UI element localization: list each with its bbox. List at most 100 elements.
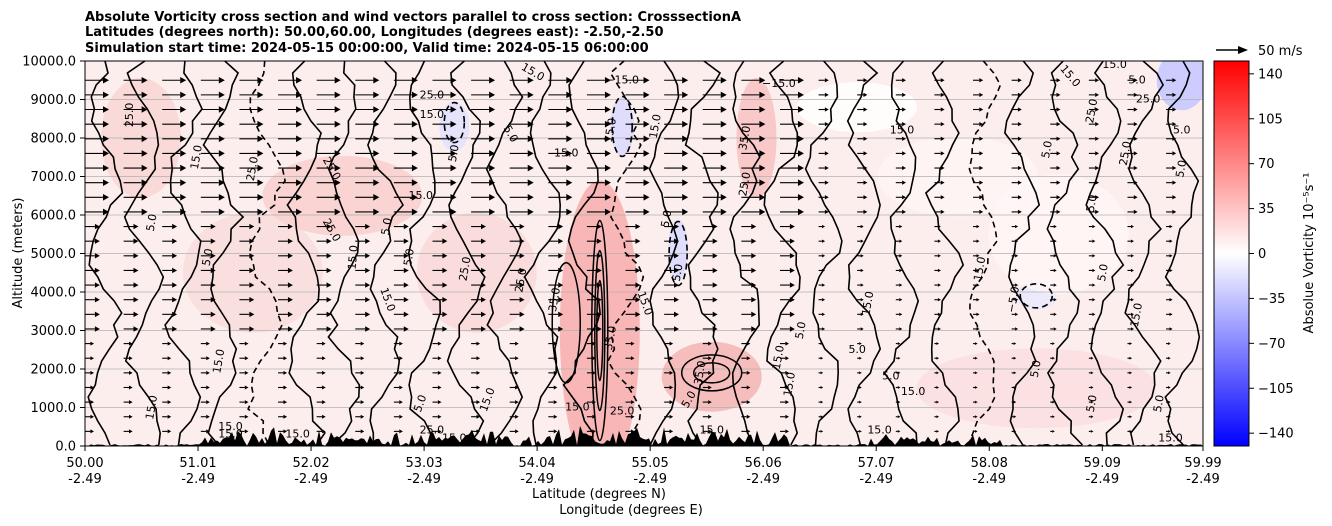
wind-vector-head	[411, 150, 418, 157]
wind-vector-head	[682, 150, 689, 157]
wind-vector	[818, 254, 826, 258]
wind-vector-head	[669, 414, 674, 419]
contour-label: 5.0	[1173, 159, 1189, 178]
wind-vector-head	[373, 91, 380, 99]
wind-vector-head	[1015, 254, 1019, 258]
wind-vector	[162, 106, 187, 113]
wind-vector	[432, 282, 448, 288]
wind-vector	[973, 136, 984, 141]
wind-vector-head	[824, 136, 829, 141]
wind-vector	[934, 429, 940, 433]
wind-vector-head	[708, 414, 712, 419]
wind-vector	[857, 415, 862, 419]
wind-vector	[85, 223, 100, 230]
wind-vector-head	[976, 268, 980, 273]
wind-vector-head	[643, 179, 650, 186]
wind-vector-head	[244, 370, 249, 375]
wind-vector	[895, 107, 906, 112]
wind-vector	[509, 208, 534, 216]
wind-vector-head	[940, 209, 945, 215]
wind-vector	[200, 223, 216, 230]
wind-vector-head	[1133, 180, 1138, 185]
wind-vector-head	[746, 356, 751, 361]
wind-vector	[471, 326, 486, 332]
wind-vector-head	[789, 223, 795, 230]
wind-vector-head	[1056, 151, 1061, 156]
wind-vector-head	[334, 76, 341, 84]
contour-label: 15.0	[699, 424, 724, 437]
wind-vector	[741, 120, 766, 128]
wind-vector-head	[476, 429, 481, 434]
wind-vector	[1166, 268, 1173, 273]
y-tick-label: 8000.0	[31, 132, 77, 147]
wind-vector-head	[720, 179, 727, 186]
wind-vector-head	[489, 179, 496, 186]
wind-vector-head	[1095, 107, 1100, 112]
wind-vector-head	[519, 253, 525, 259]
wind-vector-head	[899, 268, 903, 273]
wind-vector	[1166, 239, 1173, 243]
wind-vector	[664, 135, 689, 143]
wind-vector	[548, 91, 573, 99]
wind-vector	[857, 209, 868, 215]
wind-vector-head	[859, 400, 862, 404]
wind-vector	[316, 267, 332, 274]
wind-vector	[1088, 92, 1100, 98]
wind-vector	[1011, 386, 1017, 389]
wind-vector-head	[244, 385, 249, 390]
wind-vector-head	[373, 150, 380, 157]
wind-vector-head	[979, 180, 984, 185]
wind-vector	[1011, 400, 1017, 404]
wind-vector	[355, 385, 365, 390]
wind-vector-head	[1172, 151, 1177, 156]
wind-vector-head	[759, 76, 766, 84]
wind-vector-head	[553, 400, 558, 405]
wind-vector-head	[789, 267, 795, 274]
wind-vector	[1127, 371, 1133, 375]
wind-vector-head	[129, 356, 133, 361]
wind-vector-head	[940, 107, 945, 112]
wind-vector	[1050, 165, 1061, 171]
wind-vector	[85, 370, 95, 375]
wind-vector	[509, 76, 534, 84]
wind-vector-head	[759, 164, 766, 172]
wind-vector	[200, 106, 225, 113]
wind-vector	[239, 356, 249, 361]
wind-vector-head	[820, 429, 824, 433]
wind-vector	[1011, 356, 1017, 360]
wind-vector-head	[326, 296, 332, 303]
wind-vector	[509, 267, 525, 274]
wind-vector	[123, 385, 133, 390]
wind-vector	[239, 370, 249, 375]
wind-vector	[1011, 180, 1022, 185]
wind-vector-head	[797, 208, 804, 216]
wind-vector-head	[180, 76, 187, 84]
wind-vector-head	[553, 429, 558, 434]
wind-vector	[278, 370, 288, 375]
wind-vector-head	[1017, 92, 1022, 98]
wind-vector	[934, 78, 945, 83]
wind-vector	[1011, 239, 1019, 243]
wind-vector-head	[210, 311, 216, 318]
wind-vector	[625, 400, 635, 405]
wind-vector-head	[210, 238, 216, 244]
wind-vector-head	[899, 312, 903, 317]
wind-vector	[200, 370, 210, 375]
wind-vector	[973, 298, 980, 302]
wind-vector	[85, 429, 95, 434]
wind-vector	[934, 327, 941, 331]
wind-vector	[1088, 268, 1096, 273]
wind-vector-head	[257, 120, 264, 128]
wind-vector	[895, 268, 903, 273]
wind-vector-head	[283, 400, 288, 405]
x-tick-label-lat: 50.00	[66, 456, 103, 471]
wind-vector	[625, 91, 650, 99]
wind-vector-head	[373, 135, 380, 143]
wind-vector-head	[553, 370, 558, 375]
wind-vector	[123, 135, 148, 143]
wind-vector	[895, 151, 906, 156]
wind-vector-head	[218, 91, 225, 99]
wind-vector-head	[822, 298, 826, 302]
wind-vector	[857, 268, 864, 273]
wind-vector-head	[553, 414, 558, 419]
